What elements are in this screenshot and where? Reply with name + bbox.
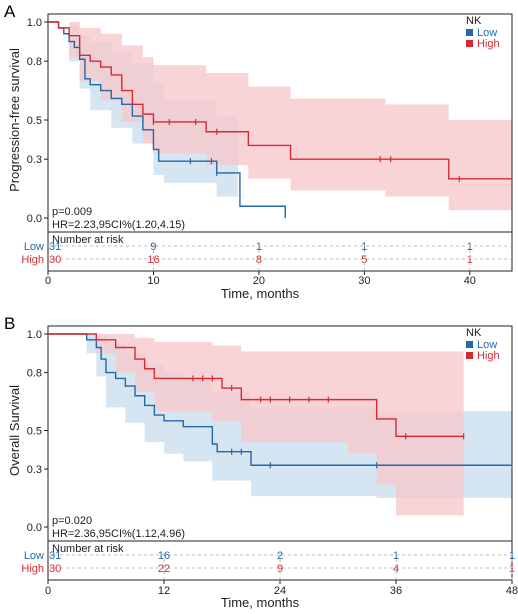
p0-risk-count: 8: [256, 254, 262, 266]
p1-xtick-label: 36: [390, 585, 402, 597]
p1-p-value: p=0.020: [52, 515, 92, 527]
p0-risk-count: 1: [467, 254, 473, 266]
p1-legend-swatch-high: [466, 352, 473, 359]
p1-panel-letter: B: [4, 314, 15, 333]
p1-ytick-label: 0.0: [27, 522, 42, 534]
p1-ylabel: Overall Survival: [7, 385, 22, 476]
p0-legend-swatch-high: [466, 40, 473, 47]
p1-high-ci-band: [48, 334, 464, 516]
p1-low-survival-curve: [48, 333, 512, 466]
p0-xtick-label: 10: [147, 275, 159, 287]
p0-ytick-label: 0.0: [27, 213, 42, 225]
p1-ytick-label: 1.0: [27, 329, 42, 341]
p1-risk-table-title: Number at risk: [52, 543, 124, 555]
p0-risk-table-title: Number at risk: [52, 234, 124, 246]
p1-risk-count: 30: [49, 563, 61, 575]
p0-risk-count: 5: [361, 254, 367, 266]
p0-panel-letter: A: [4, 2, 16, 21]
p1-risk-row-label: High: [21, 563, 44, 575]
p1-xtick-label: 0: [45, 585, 51, 597]
p1-risk-count: 31: [49, 550, 61, 562]
p1-legend-title: NK: [466, 327, 482, 339]
p1-risk-row-label: Low: [24, 550, 44, 562]
p0-ytick-label: 0.5: [27, 115, 42, 127]
p1-ytick-label: 0.8: [27, 368, 42, 380]
p0-risk-count: 16: [147, 254, 159, 266]
p0-xtick-label: 20: [253, 275, 265, 287]
p0-low-survival-curve: [48, 21, 286, 218]
p1-risk-count: 9: [277, 563, 283, 575]
p1-xlabel: Time, months: [221, 595, 300, 610]
p0-p-value: p=0.009: [52, 206, 92, 218]
p1-high-survival-curve: [48, 333, 464, 437]
panel-progression-free-survival: A 0.0 0.3 0.5 0.8 1.0 Progression-free surviva…: [4, 2, 513, 301]
p1-legend-label-low: Low: [477, 339, 497, 351]
p1-xtick-label: 48: [506, 585, 518, 597]
p0-risk-table-frame: [47, 231, 513, 272]
p1-risk-count: 1: [509, 563, 515, 575]
p1-ytick-label: 0.3: [27, 464, 42, 476]
p0-legend-title: NK: [466, 15, 482, 27]
p1-legend-swatch-low: [466, 341, 473, 348]
p0-xtick-label: 30: [358, 275, 370, 287]
p0-ylabel: Progression-free survival: [7, 48, 22, 192]
p0-legend-label-low: Low: [477, 27, 497, 39]
p1-legend-label-high: High: [477, 350, 500, 362]
p0-risk-count: 31: [49, 241, 61, 253]
p0-hazard-ratio: HR=2.23,95CI%(1.20,4.15): [52, 219, 185, 231]
p0-xlabel: Time, months: [221, 286, 300, 301]
p1-xtick-label: 12: [158, 585, 170, 597]
p0-legend-label-high: High: [477, 38, 500, 50]
p1-xtick-label: 24: [274, 585, 286, 597]
p0-xtick-label: 40: [464, 275, 476, 287]
p0-ytick-label: 1.0: [27, 17, 42, 29]
p0-xtick-label: 0: [45, 275, 51, 287]
p0-risk-row-label: High: [21, 254, 44, 266]
p1-ytick-label: 0.5: [27, 426, 42, 438]
p0-ytick-label: 0.8: [27, 56, 42, 68]
p0-risk-row-label: Low: [24, 241, 44, 253]
p1-risk-count: 22: [158, 563, 170, 575]
p0-risk-count: 30: [49, 254, 61, 266]
p1-risk-count: 4: [393, 563, 399, 575]
p0-high-ci-band: [48, 22, 512, 211]
p0-ytick-label: 0.3: [27, 154, 42, 166]
p0-high-survival-curve: [48, 21, 512, 180]
p1-hazard-ratio: HR=2.36,95CI%(1.12,4.96): [52, 528, 185, 540]
p0-legend-swatch-low: [466, 29, 473, 36]
